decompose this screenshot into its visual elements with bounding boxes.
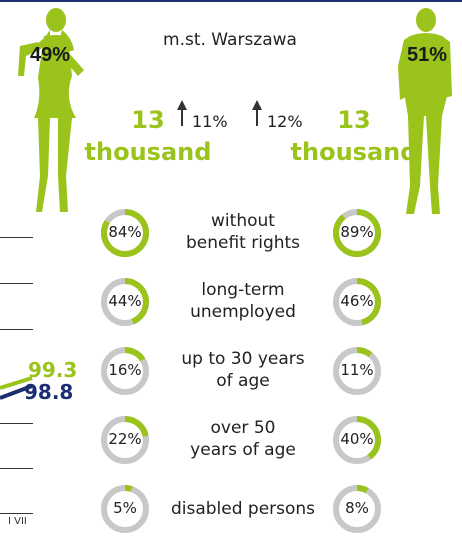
men-donut-ring: [333, 416, 381, 464]
women-donut: 5%: [100, 484, 150, 538]
woman-silhouette-icon: [18, 8, 84, 212]
women-percent-label: 16%: [108, 361, 142, 379]
women-donut: 44%: [100, 277, 150, 331]
men-change: 12%: [267, 112, 303, 131]
category-label-line2: benefit rights: [185, 233, 301, 253]
men-percent-label: 8%: [345, 499, 369, 517]
men-share: 51%: [407, 44, 448, 66]
men-count: 13 thousand: [286, 104, 422, 168]
chart-gridline: [0, 423, 33, 424]
men-donut: 8%: [332, 484, 382, 538]
men-percent-label: 46%: [340, 292, 374, 310]
women-change-arrow-up-icon: [177, 100, 187, 126]
women-percent-label: 22%: [108, 430, 142, 448]
women-change: 11%: [192, 112, 228, 131]
men-donut-ring: [333, 485, 381, 533]
category-label: long-term unemployed: [158, 279, 328, 323]
women-donut-ring: [101, 278, 149, 326]
category-label-line2: years of age: [190, 440, 296, 460]
category-label-line1: disabled persons: [170, 499, 316, 519]
men-donut: 46%: [332, 277, 382, 331]
donut-fill: [333, 416, 381, 464]
category-label-line1: over 50: [210, 418, 276, 438]
men-donut: 11%: [332, 346, 382, 400]
chart-gridline: [0, 468, 33, 469]
category-label: up to 30 years of age: [158, 348, 328, 392]
men-donut-ring: [333, 278, 381, 326]
donut-fill: [101, 278, 149, 326]
men-donut-ring: [333, 347, 381, 395]
donut-fill: [101, 347, 149, 395]
donut-fill: [333, 485, 381, 533]
women-donut: 22%: [100, 415, 150, 469]
category-label-line1: without: [211, 211, 275, 231]
women-donut-ring: [101, 347, 149, 395]
donut-fill: [333, 278, 381, 326]
women-count-unit: thousand: [84, 138, 212, 166]
region-title: m.st. Warszawa: [163, 30, 297, 50]
category-label-line1: long-term: [201, 280, 285, 300]
men-percent-label: 89%: [340, 223, 374, 241]
women-count-number: 13: [131, 106, 165, 134]
men-percent-label: 11%: [340, 361, 374, 379]
women-count: 13 thousand: [80, 104, 216, 168]
women-donut: 16%: [100, 346, 150, 400]
women-donut: 84%: [100, 208, 150, 262]
axis-tick-label: I VII: [8, 516, 27, 527]
donut-fill: [101, 209, 149, 257]
chart-gridline: [0, 329, 33, 330]
women-donut-ring: [101, 485, 149, 533]
category-label: disabled persons: [158, 498, 328, 520]
men-donut-ring: [333, 209, 381, 257]
donut-fill: [333, 209, 381, 257]
side-value-women: 99.3: [28, 358, 78, 382]
women-donut-ring: [101, 209, 149, 257]
chart-gridline: [0, 283, 33, 284]
side-value-men: 98.8: [24, 380, 74, 404]
chart-gridline: [0, 237, 33, 238]
men-change-arrow-up-icon: [252, 100, 262, 126]
category-label: over 50 years of age: [158, 417, 328, 461]
donut-fill: [101, 416, 149, 464]
category-label-line1: up to 30 years: [181, 349, 305, 369]
women-share: 49%: [30, 44, 71, 66]
donut-fill: [333, 347, 381, 395]
chart-gridline: [0, 513, 33, 514]
women-percent-label: 44%: [108, 292, 142, 310]
women-percent-label: 84%: [108, 223, 142, 241]
category-label: without benefit rights: [158, 210, 328, 254]
top-border: [0, 0, 462, 2]
men-count-number: 13: [337, 106, 371, 134]
men-donut: 89%: [332, 208, 382, 262]
trend-lines: [0, 376, 33, 400]
men-percent-label: 40%: [340, 430, 374, 448]
category-label-line2: unemployed: [190, 302, 296, 322]
women-donut-ring: [101, 416, 149, 464]
men-count-unit: thousand: [290, 138, 418, 166]
men-donut: 40%: [332, 415, 382, 469]
category-label-line2: of age: [216, 371, 270, 391]
man-silhouette-icon: [398, 8, 452, 214]
donut-fill: [101, 485, 149, 533]
women-percent-label: 5%: [113, 499, 137, 517]
